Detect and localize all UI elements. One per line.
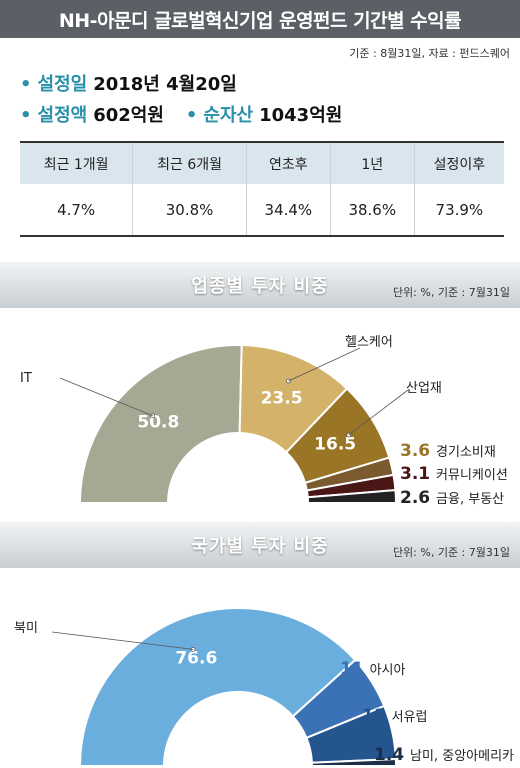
bullet-icon: • (185, 105, 198, 126)
country-category-label-3: 서유럽 (392, 710, 428, 725)
country-section-title: 국가별 투자 비중 (191, 536, 329, 557)
sector-slice-6 (306, 489, 398, 504)
country-label-group-3: 11 서유럽 (362, 706, 427, 726)
sector-value-label-2: 23.5 (261, 389, 303, 409)
returns-value-1y: 38.6% (329, 184, 415, 237)
sector-category-label-6: 금융, 부동산 (436, 492, 504, 507)
returns-value-inception: 73.9% (413, 184, 504, 237)
sector-label-group-4: 3.6 경기소비재 (400, 441, 496, 461)
country-slice-4 (310, 758, 398, 767)
setup-amount-value: 602억원 (93, 105, 164, 126)
sector-section-note: 단위: %, 기준 : 7월31일 (392, 286, 510, 299)
sector-label-group-3: 산업재 (406, 381, 442, 396)
sector-category-label-2: 헬스케어 (345, 335, 393, 350)
country-value-label-1: 76.6 (175, 649, 217, 669)
sector-category-label-4: 경기소비재 (436, 445, 496, 460)
returns-header-1m: 최근 1개월 (20, 141, 133, 184)
established-row: • 설정일 2018년 4월20일 (20, 70, 237, 96)
returns-table: 최근 1개월 최근 6개월 연초후 1년 설정이후 4.7% 30.8% 34.… (20, 141, 504, 237)
returns-header-ytd: 연초후 (245, 141, 331, 184)
sector-section-header: 업종별 투자 비중 단위: %, 기준 : 7월31일 (0, 262, 520, 308)
setup-amount-label: 설정액 (37, 105, 88, 126)
country-section-note: 단위: %, 기준 : 7월31일 (392, 546, 510, 559)
source-note: 기준 : 8월31일, 자료 : 펀드스퀘어 (349, 47, 510, 60)
net-assets-value: 1043억원 (259, 105, 343, 126)
country-category-label-1: 북미 (14, 621, 38, 636)
sector-leader-line-3 (348, 389, 409, 436)
returns-header-inception: 설정이후 (413, 141, 504, 184)
net-assets-label: 순자산 (203, 105, 254, 126)
returns-value-6m: 30.8% (132, 184, 247, 237)
page-title: NH-아문디 글로벌혁신기업 운영펀드 기간별 수익률 (0, 0, 520, 38)
established-value: 2018년 4월20일 (93, 74, 237, 95)
country-slice-1 (78, 607, 357, 767)
bullet-icon: • (20, 105, 32, 126)
sector-value-label-3: 16.5 (314, 434, 356, 454)
established-label: 설정일 (37, 74, 88, 95)
sector-value-label-6: 2.6 (400, 488, 436, 508)
sector-section-title: 업종별 투자 비중 (191, 276, 329, 297)
sector-value-label-5: 3.1 (400, 464, 436, 484)
returns-value-row: 4.7% 30.8% 34.4% 38.6% 73.9% (20, 184, 504, 237)
sector-category-label-3: 산업재 (406, 381, 442, 396)
bullet-icon: • (20, 74, 32, 95)
country-category-label-4: 남미, 중앙아메리카 (410, 749, 514, 764)
sector-slice-1 (78, 344, 243, 504)
country-value-label-4: 1.4 (374, 745, 410, 765)
returns-header-6m: 최근 6개월 (132, 141, 247, 184)
country-leader-line-1 (51, 631, 194, 650)
sector-value-label-1: 50.8 (137, 412, 179, 432)
country-label-group-2: 11 아시아 (340, 659, 405, 679)
sector-category-label-5: 커뮤니케이션 (436, 468, 508, 483)
country-category-label-2: 아시아 (370, 663, 406, 678)
country-label-group-1: 북미 (14, 621, 38, 636)
returns-header-1y: 1년 (329, 141, 415, 184)
country-value-label-2: 11 (340, 659, 370, 679)
sector-category-label-1: IT (20, 371, 32, 386)
returns-header-row: 최근 1개월 최근 6개월 연초후 1년 설정이후 (20, 141, 504, 184)
sector-label-group-2: 헬스케어 (345, 335, 393, 350)
sector-label-group-6: 2.6 금융, 부동산 (400, 488, 504, 508)
sector-leader-line-1 (59, 377, 153, 417)
sector-label-group-5: 3.1 커뮤니케이션 (400, 464, 508, 484)
country-value-label-3: 11 (362, 706, 392, 726)
sector-label-group-1: IT (20, 371, 32, 386)
sector-leader-dot-1 (150, 413, 156, 419)
sector-value-label-4: 3.6 (400, 441, 436, 461)
sector-leader-line-2 (288, 347, 361, 382)
country-label-group-4: 1.4 남미, 중앙아메리카 (374, 745, 514, 765)
returns-value-ytd: 34.4% (245, 184, 331, 237)
country-section-header: 국가별 투자 비중 단위: %, 기준 : 7월31일 (0, 522, 520, 568)
amount-row: • 설정액 602억원 • 순자산 1043억원 (20, 101, 342, 127)
returns-value-1m: 4.7% (20, 184, 133, 237)
